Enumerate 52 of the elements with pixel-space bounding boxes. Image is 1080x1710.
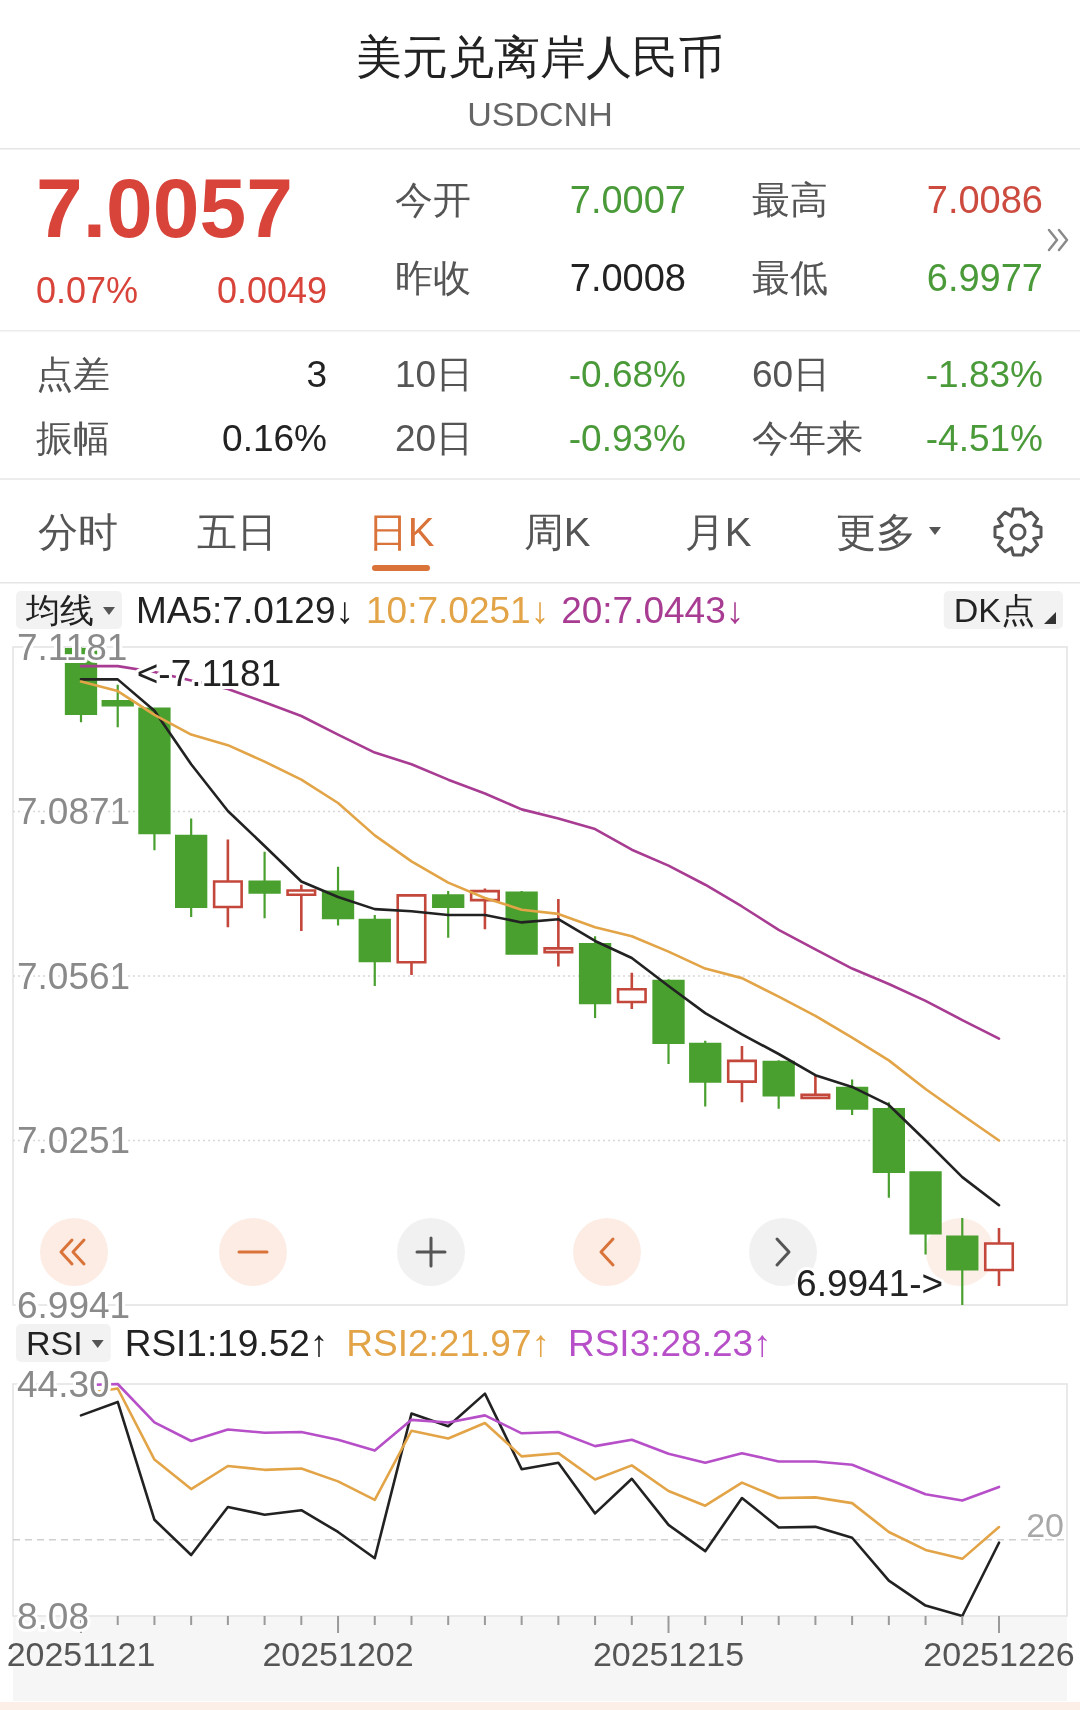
- text: 周K: [523, 510, 591, 554]
- annotation: <-7.1181: [136, 652, 282, 694]
- text: 3: [306, 353, 327, 395]
- annotation: 6.9941->: [796, 1262, 944, 1304]
- text: 月K: [684, 510, 752, 554]
- y-tick-label: 8.08: [17, 1595, 90, 1637]
- x-tick-label: 20251215: [592, 1635, 745, 1673]
- x-tick-label: 20251226: [923, 1635, 1075, 1673]
- series-label: MA5:7.0129↓: [136, 589, 355, 631]
- series-label: RSI3:28.23↑: [567, 1322, 772, 1364]
- text: 今开: [395, 179, 471, 221]
- button: RSI: [16, 1324, 111, 1362]
- text: 点差: [36, 353, 110, 395]
- x-tick-label: 20251202: [262, 1635, 414, 1673]
- text: -1.83%: [925, 353, 1043, 395]
- x-tick-label: 20251121: [6, 1635, 156, 1673]
- button: 均线: [16, 591, 122, 629]
- text: 7.0008: [569, 257, 686, 299]
- text: 更多: [836, 510, 916, 554]
- text: 五日: [197, 510, 277, 554]
- text: RSI2:21.97↑: [346, 1322, 550, 1364]
- text: 7.0057: [36, 161, 293, 255]
- text: 振幅: [36, 417, 110, 459]
- text: 0.0049: [216, 269, 327, 311]
- text: 20日: [395, 417, 474, 459]
- y-tick-label: 7.0561: [17, 955, 131, 997]
- text: -4.51%: [925, 417, 1043, 459]
- text: 20:7.0443↓: [561, 589, 745, 631]
- text: 0.16%: [222, 417, 327, 459]
- subtitle: USDCNH: [467, 95, 613, 133]
- y-tick-label: 7.1181: [17, 626, 128, 668]
- text: 60日: [752, 353, 831, 395]
- y-tick-label: 44.30: [17, 1363, 110, 1405]
- y-tick-label: 7.0251: [17, 1120, 131, 1161]
- text: 7.0086: [926, 179, 1043, 221]
- text: 昨收: [395, 257, 471, 299]
- text: -0.68%: [568, 353, 686, 395]
- text: -0.93%: [568, 417, 686, 459]
- text: 10:7.0251↓: [366, 589, 550, 631]
- text: 7.0007: [569, 179, 686, 221]
- text: 最低: [752, 257, 828, 299]
- y-tick-label: 7.0871: [17, 791, 131, 832]
- text: 10日: [395, 353, 474, 395]
- text: 日K: [367, 510, 435, 554]
- button: DK点: [943, 591, 1063, 629]
- text: 最高: [752, 179, 828, 221]
- title: 美元兑离岸人民币: [356, 31, 724, 83]
- text: 6.9977: [926, 257, 1043, 299]
- ref-line-label: 20: [1026, 1505, 1064, 1544]
- text: 今年来: [752, 417, 863, 459]
- text: 分时: [38, 510, 118, 554]
- text: 0.07%: [36, 269, 139, 311]
